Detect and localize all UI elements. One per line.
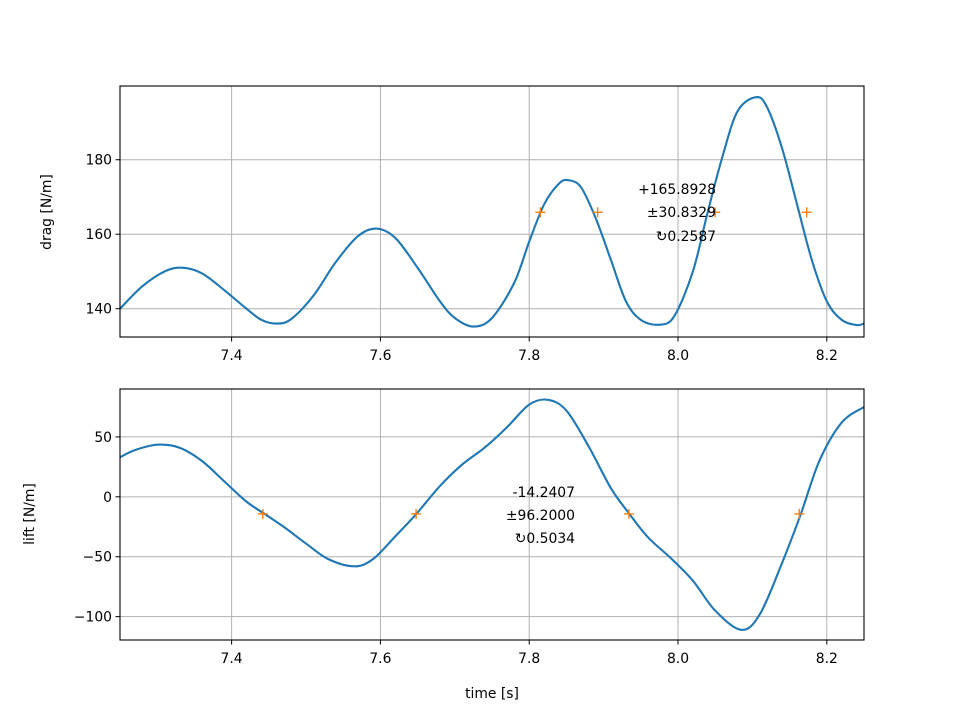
drag-xtick-label: 8.0 <box>667 348 689 364</box>
lift-xtick-label: 8.2 <box>816 651 838 667</box>
drag-ytick-label: 180 <box>85 153 112 169</box>
drag-ytick-label: 140 <box>85 302 112 318</box>
lift-xtick-label: 7.6 <box>369 651 391 667</box>
drag-ylabel: drag [N/m] <box>39 174 55 250</box>
lift-ytick-label: −50 <box>83 550 112 566</box>
lift-plot-area <box>120 389 864 640</box>
drag-markers-group <box>535 207 812 218</box>
lift-annotation-mean: -14.2407 <box>513 485 575 501</box>
drag-annotation-period: ↻0.2587 <box>656 229 716 245</box>
lift-crossing-marker <box>623 508 634 519</box>
drag-grid <box>120 86 864 337</box>
lift-crossing-marker <box>411 508 422 519</box>
lift-markers-group <box>257 508 805 519</box>
lift-ytick-label: 0 <box>103 490 112 506</box>
drag-annotation-amplitude: ±30.8329 <box>647 205 716 221</box>
lift-xlabel: time [s] <box>465 686 519 702</box>
lift-annotation-period: ↻0.5034 <box>515 531 575 547</box>
lift-xtick-label: 8.0 <box>667 651 689 667</box>
drag-crossing-marker <box>592 207 603 218</box>
lift-xtick-label: 7.4 <box>221 651 243 667</box>
drag-series-line <box>120 96 864 328</box>
drag-series-group <box>120 96 864 328</box>
drag-annotation-mean: +165.8928 <box>638 182 716 198</box>
drag-panel: 7.4 7.6 7.8 8.0 8.2 140 160 180 drag [N/m] +165… <box>39 85 865 364</box>
lift-crossing-marker <box>794 508 805 519</box>
drag-ticks: 7.4 7.6 7.8 8.0 8.2 140 160 180 <box>85 153 837 364</box>
lift-crossing-marker <box>257 508 268 519</box>
drag-crossing-marker <box>710 207 721 218</box>
lift-panel: 7.4 7.6 7.8 8.0 8.2 50 0 −50 −100 lift [N/m] tim… <box>22 388 865 702</box>
drag-plot-area <box>120 86 864 337</box>
drag-crossing-marker <box>801 207 812 218</box>
lift-series-group <box>120 398 864 631</box>
lift-ytick-label: −100 <box>74 610 112 626</box>
lift-annotation-amplitude: ±96.2000 <box>506 508 575 524</box>
lift-ytick-label: 50 <box>94 430 112 446</box>
lift-ticks: 7.4 7.6 7.8 8.0 8.2 50 0 −50 −100 <box>74 430 838 667</box>
lift-xtick-label: 7.8 <box>518 651 540 667</box>
drag-xtick-label: 8.2 <box>816 348 838 364</box>
lift-axes-frame <box>119 388 865 641</box>
drag-axes-frame <box>119 85 865 338</box>
lift-ylabel: lift [N/m] <box>22 483 38 545</box>
drag-xtick-label: 7.6 <box>369 348 391 364</box>
lift-series-line <box>120 398 864 631</box>
drag-xtick-label: 7.4 <box>221 348 243 364</box>
drag-xtick-label: 7.8 <box>518 348 540 364</box>
drag-crossing-marker <box>535 207 546 218</box>
lift-grid <box>120 389 864 640</box>
drag-ytick-label: 160 <box>85 227 112 243</box>
